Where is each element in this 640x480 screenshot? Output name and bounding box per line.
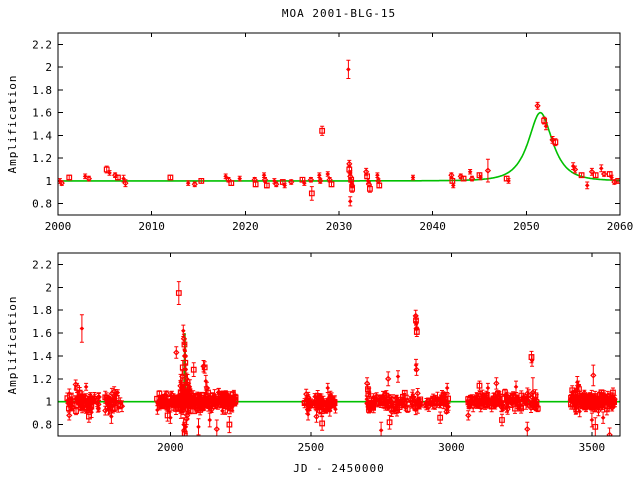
data-points-open-square bbox=[66, 117, 620, 197]
bottom-x-axis-label: JD - 2450000 bbox=[293, 462, 384, 475]
top-y-axis-label: Amplification bbox=[6, 74, 19, 173]
axes-and-ticks bbox=[57, 33, 621, 215]
x-tick-label: 2040 bbox=[419, 220, 446, 233]
x-tick-label: 2060 bbox=[607, 220, 634, 233]
data-points-open-diamond bbox=[66, 312, 618, 436]
plot-border bbox=[57, 252, 621, 437]
y-tick-label: 1 bbox=[45, 175, 52, 188]
x-tick-label: 3000 bbox=[438, 441, 465, 454]
y-tick-label: 2 bbox=[45, 61, 52, 74]
model-light-curve bbox=[58, 111, 620, 182]
x-tick-label: 2030 bbox=[326, 220, 353, 233]
x-tick-label: 2000 bbox=[45, 220, 72, 233]
bottom-y-axis-label: Amplification bbox=[6, 295, 19, 394]
y-tick-label: 1.2 bbox=[32, 152, 52, 165]
y-tick-label: 1.6 bbox=[32, 327, 52, 340]
bottom-panel-amplification-vs-jd: 2000 2500 3000 3500 0.8 1 1.2 1.4 1.6 1.8 2 2.2 bbox=[32, 252, 621, 454]
y-tick-label: 2 bbox=[45, 281, 52, 294]
y-tick-label: 1.4 bbox=[32, 350, 52, 363]
x-tick-label: 2010 bbox=[138, 220, 165, 233]
data-points-open-diamond bbox=[58, 102, 618, 189]
y-tick-label: 1.6 bbox=[32, 107, 52, 120]
y-tick-label: 1 bbox=[45, 396, 52, 409]
y-tick-label: 0.8 bbox=[32, 419, 52, 432]
y-tick-label: 0.8 bbox=[32, 198, 52, 211]
top-panel-amplification-vs-time: 2000 2010 2020 2030 2040 2050 2060 0.8 1 1.2 1.4 1.… bbox=[32, 32, 634, 233]
error-bars bbox=[65, 281, 617, 436]
data-points-filled-diamond bbox=[67, 321, 618, 433]
x-tick-label: 2020 bbox=[232, 220, 259, 233]
x-tick-label: 2000 bbox=[157, 441, 184, 454]
x-tick-label: 3500 bbox=[579, 441, 606, 454]
y-tick-label: 1.2 bbox=[32, 373, 52, 386]
y-tick-label: 1.8 bbox=[32, 84, 52, 97]
data-points-open-square bbox=[64, 290, 618, 436]
error-bars bbox=[58, 59, 620, 207]
y-tick-label: 2.2 bbox=[32, 258, 52, 271]
y-tick-label: 1.4 bbox=[32, 129, 52, 142]
y-tick-label: 2.2 bbox=[32, 38, 52, 51]
plot-border bbox=[57, 32, 621, 216]
y-tick-label: 1.8 bbox=[32, 304, 52, 317]
chart-title: MOA 2001-BLG-15 bbox=[282, 7, 396, 20]
x-tick-label: 2500 bbox=[298, 441, 325, 454]
x-tick-label: 2050 bbox=[513, 220, 540, 233]
